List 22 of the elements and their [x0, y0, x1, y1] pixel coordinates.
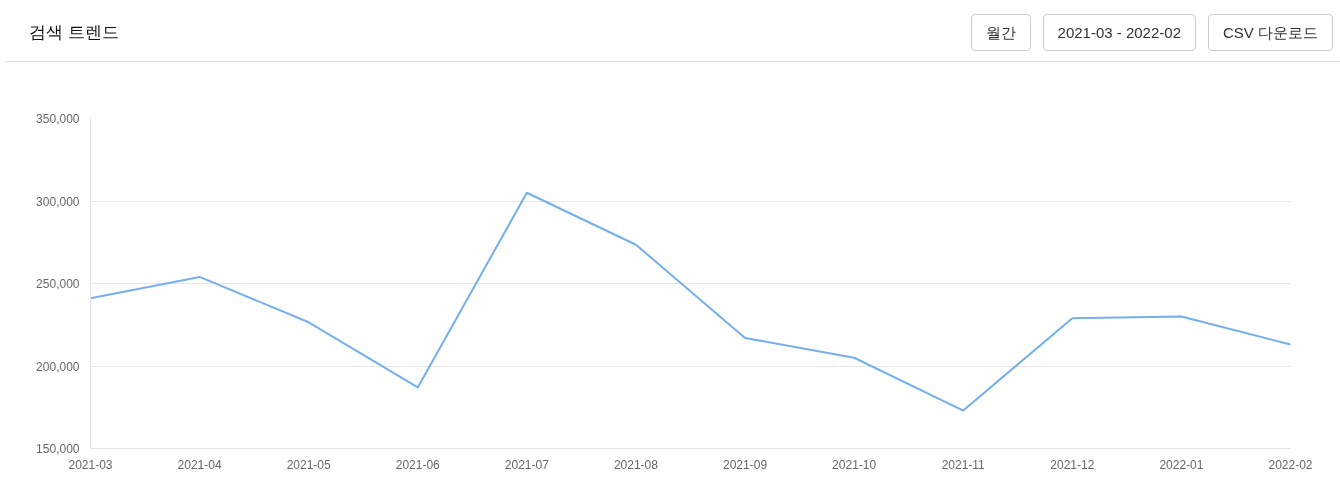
- x-tick-label: 2022-02: [1268, 457, 1313, 472]
- x-tick-label: 2021-05: [286, 457, 332, 472]
- x-tick-label: 2022-01: [1159, 457, 1204, 472]
- y-tick-label: 250,000: [36, 277, 80, 291]
- x-tick-label: 2021-08: [613, 457, 659, 472]
- text: 2021-03 - 2022-02: [1042, 14, 1196, 52]
- text: CSV 다운로드: [1207, 14, 1333, 52]
- y-tick-label: 350,000: [36, 112, 80, 126]
- x-tick-label: 2021-10: [832, 457, 877, 472]
- line-series: [90, 191, 1291, 412]
- y-tick-label: 300,000: [36, 194, 80, 209]
- text: 월간: [970, 14, 1031, 52]
- x-tick-label: 2021-06: [395, 457, 441, 472]
- x-tick-label: 2021-07: [504, 457, 550, 472]
- y-tick-label: 150,000: [36, 442, 80, 456]
- y-tick-label: 200,000: [36, 359, 80, 374]
- x-tick-label: 2021-12: [1050, 457, 1095, 472]
- x-tick-label: 2021-09: [723, 457, 768, 472]
- x-tick-label: 2021-11: [941, 457, 986, 472]
- x-tick-label: 2021-04: [177, 457, 222, 472]
- x-tick-label: 2021-03: [68, 457, 113, 472]
- chart-title: 검색 트렌드: [29, 21, 119, 44]
